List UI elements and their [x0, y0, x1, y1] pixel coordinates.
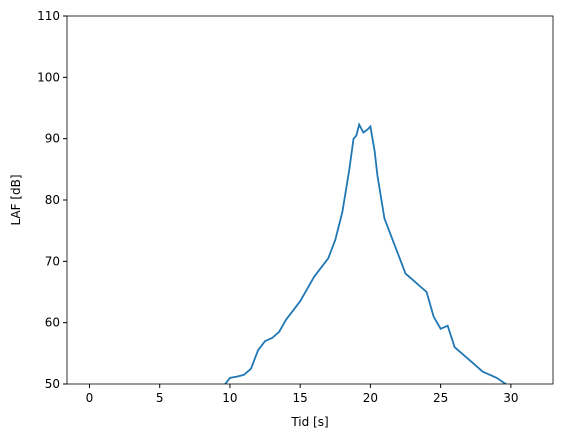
x-tick-label: 5: [156, 391, 164, 405]
y-tick-label: 60: [45, 316, 60, 330]
data-line: [224, 122, 508, 384]
x-tick-label: 15: [293, 391, 308, 405]
x-tick-label: 30: [503, 391, 518, 405]
y-tick-label: 110: [37, 9, 60, 23]
y-tick-label: 70: [45, 254, 60, 268]
x-tick-label: 10: [222, 391, 237, 405]
x-axis-label: Tid [s]: [290, 415, 328, 429]
y-tick-label: 100: [37, 70, 60, 84]
x-tick-label: 25: [433, 391, 448, 405]
plot-frame: [66, 15, 554, 385]
y-tick-label: 80: [45, 193, 60, 207]
x-tick-label: 0: [86, 391, 94, 405]
x-tick-label: 20: [363, 391, 378, 405]
y-tick-label: 90: [45, 132, 60, 146]
y-axis-label: LAF [dB]: [9, 174, 23, 225]
y-tick-label: 50: [45, 377, 60, 391]
